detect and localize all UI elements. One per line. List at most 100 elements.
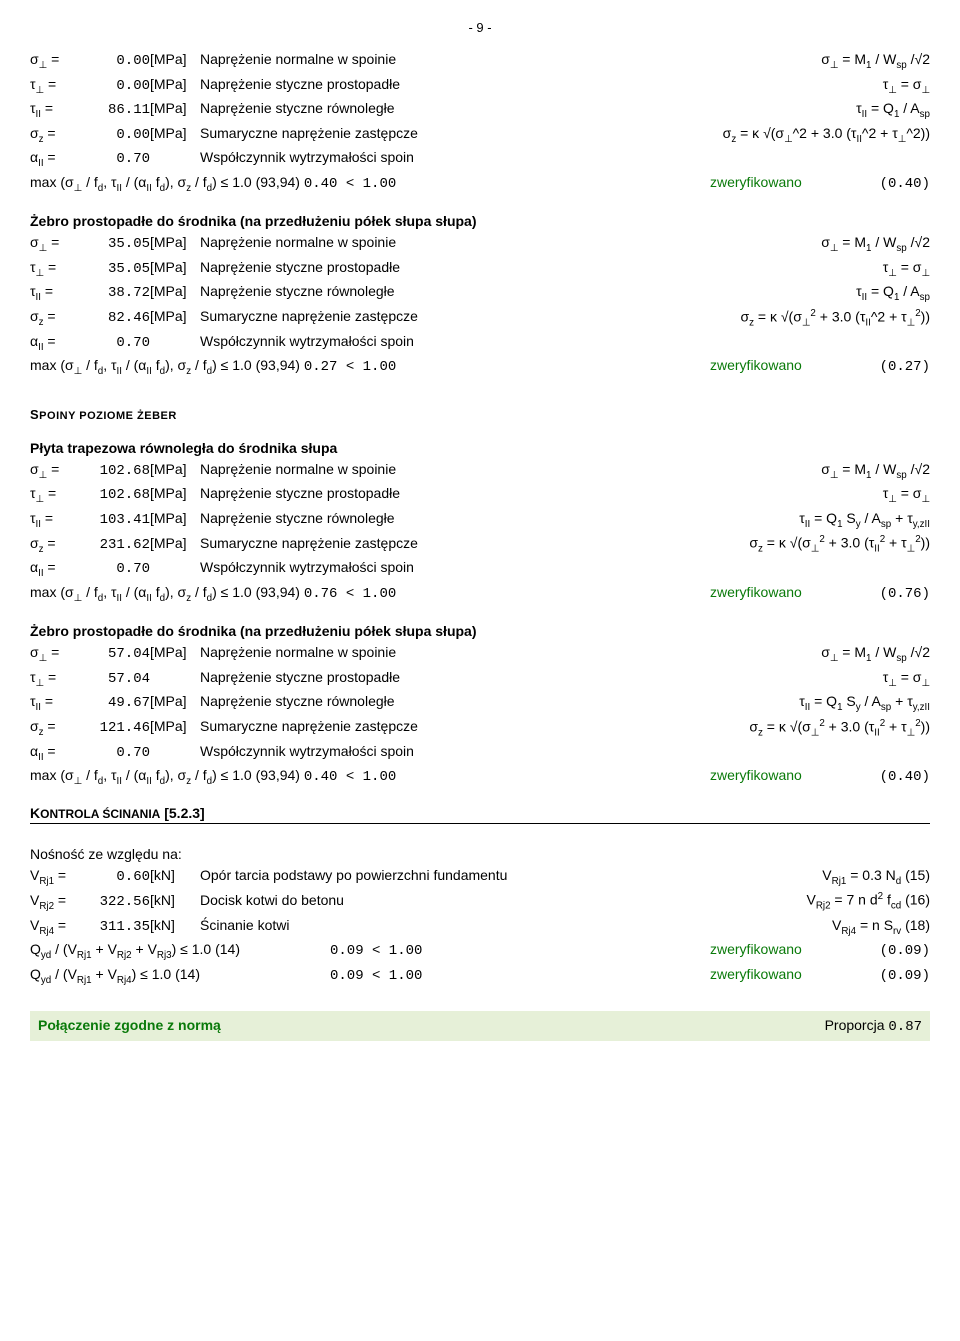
unit: [MPa] — [150, 509, 200, 529]
unit: [MPa] — [150, 282, 200, 302]
description: Sumaryczne naprężenie zastępcze — [200, 534, 690, 554]
check-status: zweryfikowano — [710, 766, 850, 786]
formula: σz = κ √(σ⊥2 + 3.0 (τII2 + τ⊥2)) — [690, 717, 930, 740]
symbol: VRj4 = — [30, 916, 80, 939]
page-number: - 9 - — [30, 20, 930, 35]
description: Naprężenie styczne prostopadłe — [200, 484, 690, 504]
formula: τII = Q1 / Asp — [690, 282, 930, 305]
row-tau-perp: τ⊥ = 57.04 Naprężenie styczne prostopadł… — [30, 668, 930, 691]
check-row: max (σ⊥ / fd, τII / (αII fd), σz / fd) ≤… — [30, 356, 930, 379]
symbol: αII = — [30, 558, 80, 581]
description: Naprężenie styczne równoległe — [200, 509, 690, 529]
check-expr: max (σ⊥ / fd, τII / (αII fd), σz / fd) ≤… — [30, 766, 710, 789]
unit: [MPa] — [150, 534, 200, 554]
value: 322.56 — [80, 893, 150, 913]
row-sigma-z: σz = 0.00 [MPa] Sumaryczne naprężenie za… — [30, 124, 930, 147]
check-expr: max (σ⊥ / fd, τII / (αII fd), σz / fd) ≤… — [30, 173, 710, 196]
kontrola-header: KONTROLA ŚCINANIA [5.2.3] — [30, 805, 930, 824]
row-sigma-perp: σ⊥ = 57.04 [MPa] Naprężenie normalne w s… — [30, 643, 930, 666]
qv-expr: Qyd / (VRj1 + VRj2 + VRj3) ≤ 1.0 (14) — [30, 940, 330, 963]
vrj2-row: VRj2 = 322.56 [kN] Docisk kotwi do beton… — [30, 890, 930, 913]
value: 35.05 — [80, 260, 150, 280]
description: Sumaryczne naprężenie zastępcze — [200, 307, 690, 327]
row-alpha: αII = 0.70 Współczynnik wytrzymałości sp… — [30, 148, 930, 171]
vrj1-row: VRj1 = 0.60 [kN] Opór tarcia podstawy po… — [30, 866, 930, 889]
unit: [MPa] — [150, 258, 200, 278]
block4: σ⊥ = 57.04 [MPa] Naprężenie normalne w s… — [30, 643, 930, 789]
formula: σz = κ √(σ⊥2 + 3.0 (τII^2 + τ⊥2)) — [690, 307, 930, 330]
row-tau-par: τII = 86.11 [MPa] Naprężenie styczne rów… — [30, 99, 930, 122]
row-tau-par: τII = 103.41 [MPa] Naprężenie styczne ró… — [30, 509, 930, 532]
description: Współczynnik wytrzymałości spoin — [200, 558, 690, 578]
unit: [MPa] — [150, 484, 200, 504]
symbol: τII = — [30, 282, 80, 305]
check-ratio: (0.76) — [850, 585, 930, 605]
symbol: αII = — [30, 332, 80, 355]
formula: τ⊥ = σ⊥ — [690, 484, 930, 507]
check-status: zweryfikowano — [710, 356, 850, 376]
check-ratio: (0.40) — [850, 768, 930, 788]
description: Współczynnik wytrzymałości spoin — [200, 148, 690, 168]
check-row: max (σ⊥ / fd, τII / (αII fd), σz / fd) ≤… — [30, 173, 930, 196]
value: 311.35 — [80, 918, 150, 938]
formula: τ⊥ = σ⊥ — [690, 258, 930, 281]
value: 86.11 — [80, 101, 150, 121]
value: 38.72 — [80, 284, 150, 304]
formula: τ⊥ = σ⊥ — [690, 75, 930, 98]
symbol: τ⊥ = — [30, 484, 80, 507]
description: Naprężenie normalne w spoinie — [200, 50, 690, 70]
value: 121.46 — [80, 719, 150, 739]
spoiny-header: SPOINY POZIOME ŻEBER — [30, 407, 930, 422]
row-tau-perp: τ⊥ = 0.00 [MPa] Naprężenie styczne prost… — [30, 75, 930, 98]
vrj4-row: VRj4 = 311.35 [kN] Ścinanie kotwi VRj4 =… — [30, 916, 930, 939]
footer-status: Połączenie zgodne z normą — [38, 1017, 221, 1033]
description: Naprężenie normalne w spoinie — [200, 460, 690, 480]
row-sigma-z: σz = 121.46 [MPa] Sumaryczne naprężenie … — [30, 717, 930, 740]
check-expr: max (σ⊥ / fd, τII / (αII fd), σz / fd) ≤… — [30, 583, 710, 606]
value: 103.41 — [80, 511, 150, 531]
row-sigma-perp: σ⊥ = 0.00 [MPa] Naprężenie normalne w sp… — [30, 50, 930, 73]
qv-cmp: 0.09 < 1.00 — [330, 942, 710, 962]
unit: [kN] — [150, 891, 200, 911]
value: 57.04 — [80, 645, 150, 665]
symbol: σz = — [30, 534, 80, 557]
check-ratio: (0.40) — [850, 175, 930, 195]
value: 0.70 — [80, 744, 150, 764]
unit: [kN] — [150, 916, 200, 936]
description: Ścinanie kotwi — [200, 916, 690, 936]
formula: σ⊥ = M1 / Wsp /√2 — [690, 643, 930, 666]
formula: σ⊥ = M1 / Wsp /√2 — [690, 50, 930, 73]
block1: σ⊥ = 0.00 [MPa] Naprężenie normalne w sp… — [30, 50, 930, 195]
formula: VRj2 = 7 n d2 fcd (16) — [690, 890, 930, 913]
symbol: σ⊥ = — [30, 50, 80, 73]
value: 57.04 — [80, 670, 150, 690]
value: 0.00 — [80, 126, 150, 146]
qv-check-1: Qyd / (VRj1 + VRj2 + VRj3) ≤ 1.0 (14) 0.… — [30, 940, 930, 963]
value: 0.60 — [80, 868, 150, 888]
symbol: VRj1 = — [30, 866, 80, 889]
row-sigma-perp: σ⊥ = 102.68 [MPa] Naprężenie normalne w … — [30, 460, 930, 483]
description: Naprężenie styczne równoległe — [200, 282, 690, 302]
description: Naprężenie styczne równoległe — [200, 99, 690, 119]
qv-check-2: Qyd / (VRj1 + VRj4) ≤ 1.0 (14) 0.09 < 1.… — [30, 965, 930, 988]
unit: [MPa] — [150, 99, 200, 119]
value: 0.00 — [80, 52, 150, 72]
value: 82.46 — [80, 309, 150, 329]
description: Naprężenie normalne w spoinie — [200, 643, 690, 663]
check-expr: max (σ⊥ / fd, τII / (αII fd), σz / fd) ≤… — [30, 356, 710, 379]
description: Sumaryczne naprężenie zastępcze — [200, 717, 690, 737]
value: 0.70 — [80, 334, 150, 354]
formula: VRj1 = 0.3 Nd (15) — [690, 866, 930, 889]
block3: σ⊥ = 102.68 [MPa] Naprężenie normalne w … — [30, 460, 930, 606]
symbol: σz = — [30, 307, 80, 330]
block2: σ⊥ = 35.05 [MPa] Naprężenie normalne w s… — [30, 233, 930, 379]
formula: τII = Q1 / Asp — [690, 99, 930, 122]
description: Naprężenie normalne w spoinie — [200, 233, 690, 253]
row-sigma-z: σz = 82.46 [MPa] Sumaryczne naprężenie z… — [30, 307, 930, 330]
row-alpha: αII = 0.70 Współczynnik wytrzymałości sp… — [30, 742, 930, 765]
symbol: τ⊥ = — [30, 668, 80, 691]
description: Opór tarcia podstawy po powierzchni fund… — [200, 866, 690, 886]
row-alpha: αII = 0.70 Współczynnik wytrzymałości sp… — [30, 332, 930, 355]
formula: τII = Q1 Sy / Asp + τy,zII — [690, 692, 930, 715]
value: 0.70 — [80, 150, 150, 170]
